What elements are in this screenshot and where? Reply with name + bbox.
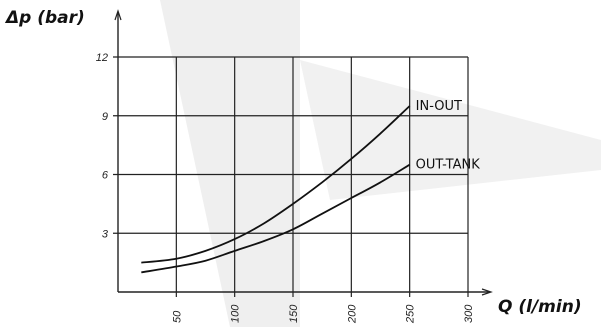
x-axis-arrow — [481, 288, 493, 296]
x-tick-label: 300 — [463, 304, 475, 323]
y-tick-label: 6 — [102, 170, 109, 182]
tick-labels: 3 6 9 12 50 100 150 200 250 300 — [96, 52, 475, 324]
x-tick-label: 250 — [405, 304, 417, 324]
y-axis-arrow — [114, 9, 122, 21]
series-group: IN-OUT OUT-TANK — [141, 99, 481, 274]
x-tick-label: 50 — [171, 310, 183, 323]
y-axis-label: Δp (bar) — [4, 8, 85, 28]
grid — [113, 56, 469, 297]
series-line-in-out — [141, 105, 411, 264]
series-line-out-tank — [141, 163, 411, 274]
x-tick-label: 200 — [346, 304, 358, 324]
series-label-in-out: IN-OUT — [416, 99, 462, 114]
y-tick-label: 9 — [102, 111, 108, 123]
y-tick-label: 3 — [102, 228, 109, 240]
x-axis-label: Q (l/min) — [498, 297, 582, 317]
y-tick-label: 12 — [96, 52, 108, 64]
x-tick-label: 150 — [288, 304, 300, 323]
background-watermark — [160, 0, 601, 327]
series-label-out-tank: OUT-TANK — [416, 158, 481, 173]
x-tick-label: 100 — [230, 304, 242, 323]
axes — [114, 9, 493, 296]
